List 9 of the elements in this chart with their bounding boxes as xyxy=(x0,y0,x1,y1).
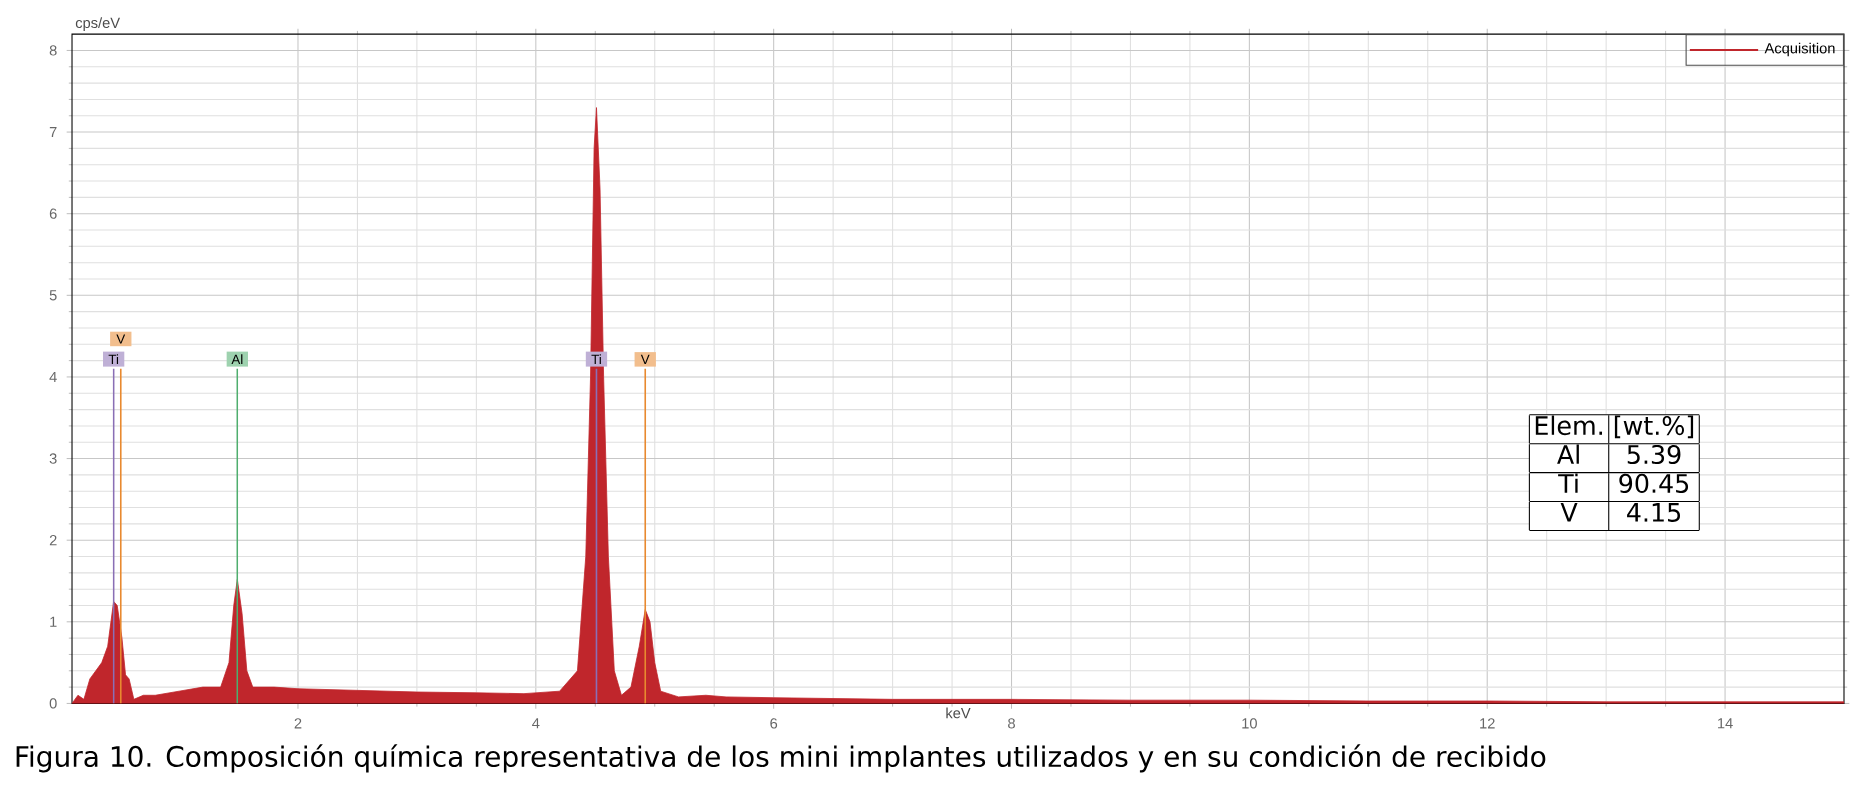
annotation: [wt.%] xyxy=(1614,415,1694,439)
annotation: Elem. xyxy=(1535,415,1602,436)
annotation: V xyxy=(1560,503,1578,522)
annotation: 90.45 xyxy=(1619,473,1689,494)
annotation: 4.15 xyxy=(1627,503,1681,522)
text: Figura 10. Composición química representativa de los mini implantes utilizados y en su condición de recibido xyxy=(16,744,1546,773)
annotation: Ti xyxy=(1558,473,1578,493)
annotation: Al xyxy=(1557,444,1579,464)
annotation: 5.39 xyxy=(1627,444,1681,465)
